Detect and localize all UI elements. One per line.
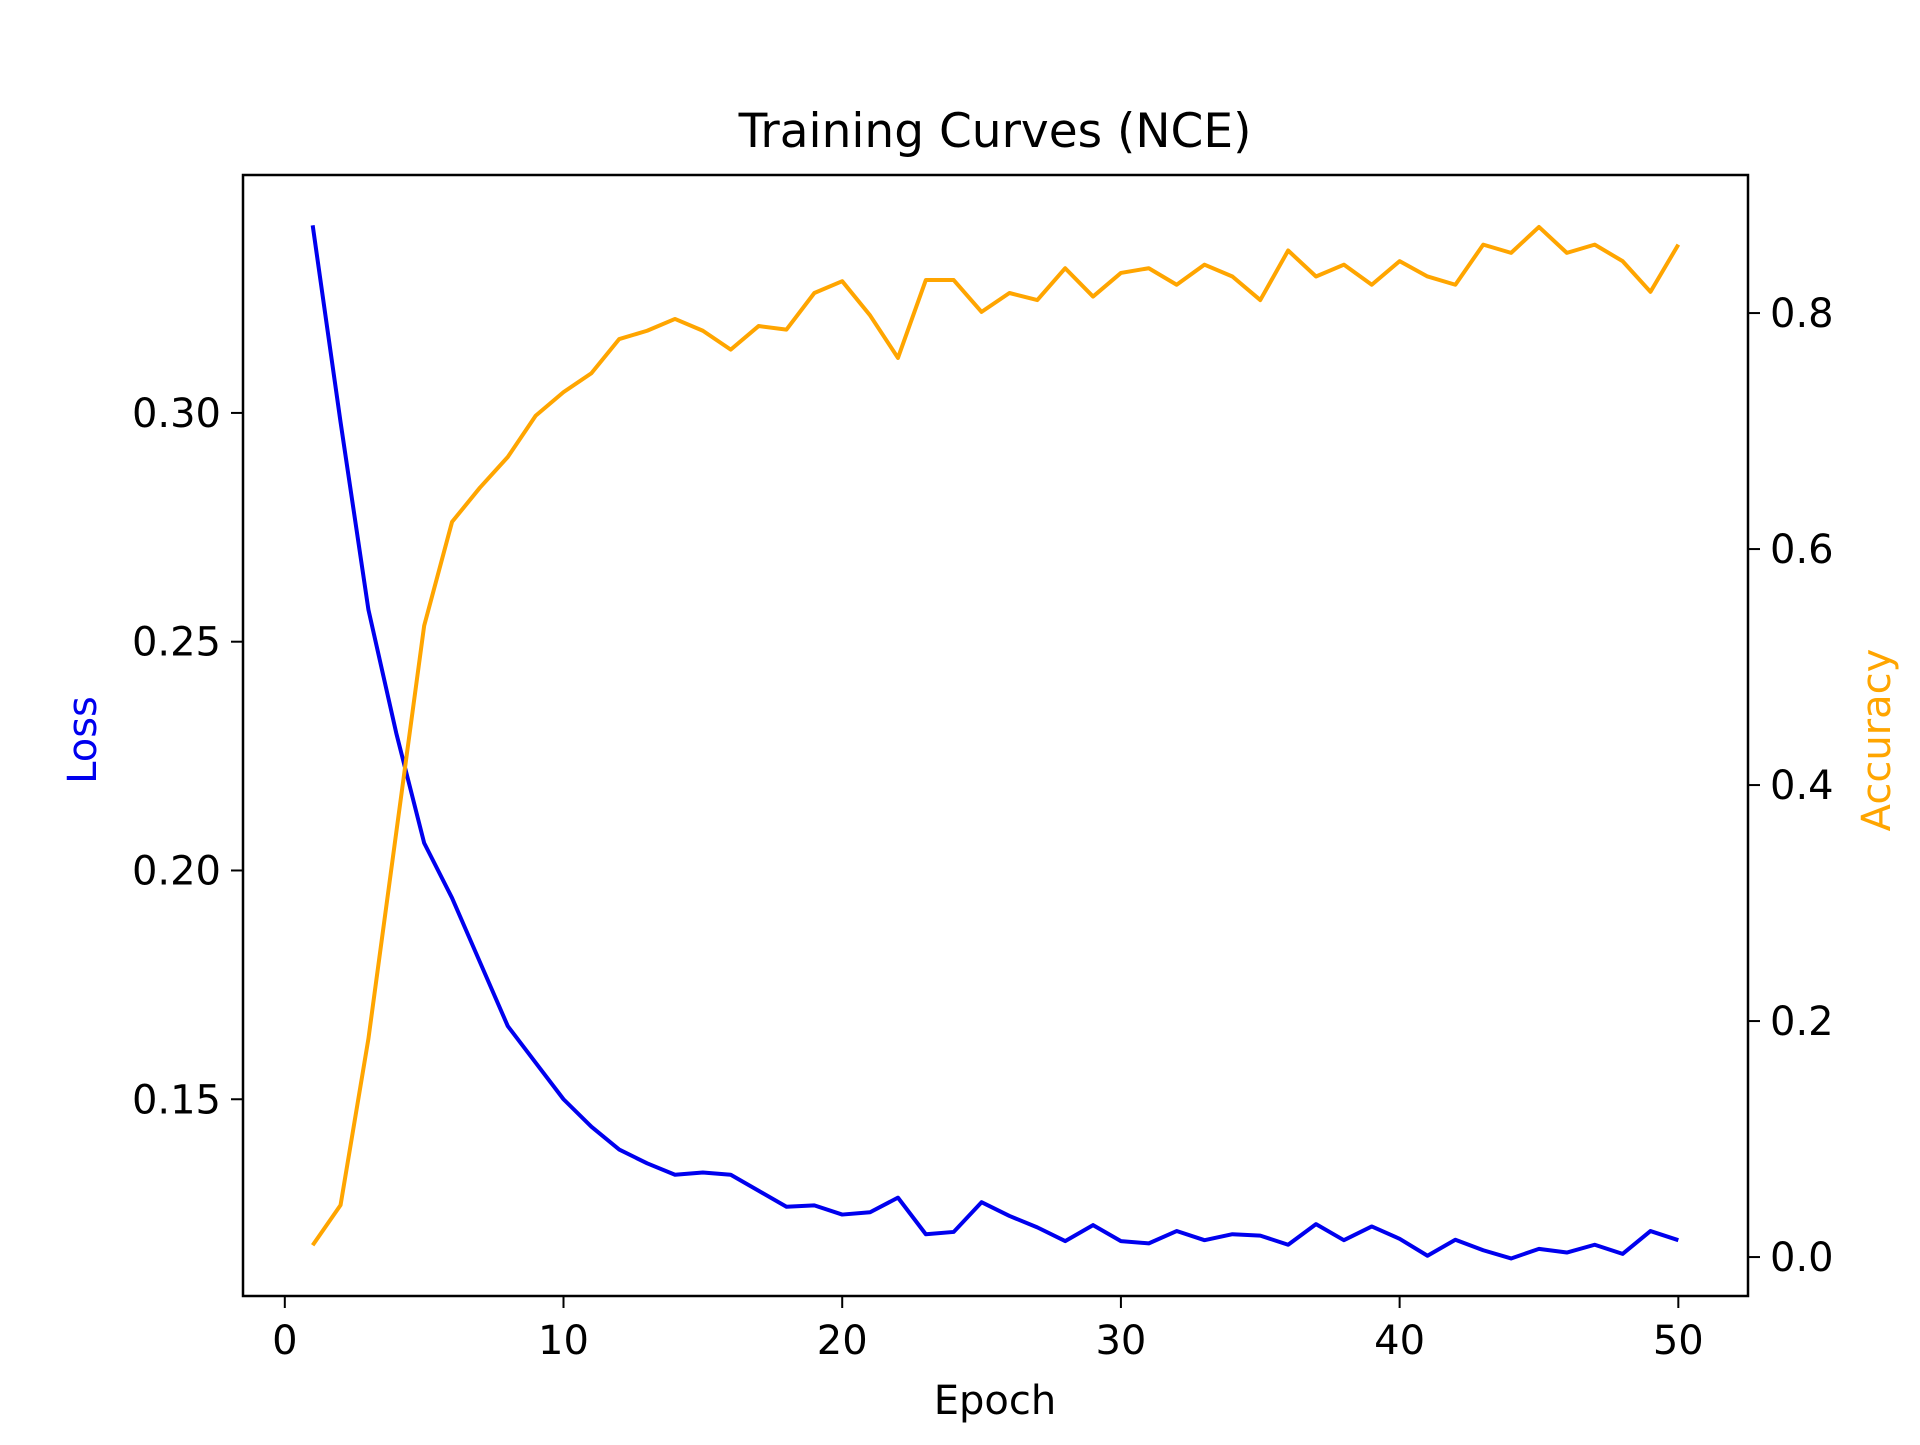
left-y-tick-label: 0.30 <box>132 391 221 437</box>
left-y-axis-label: Loss <box>60 696 106 784</box>
x-tick-label: 30 <box>1095 1318 1146 1364</box>
right-y-tick-label: 0.8 <box>1770 291 1834 337</box>
right-y-axis-ticks: 0.0 0.2 0.4 0.6 0.8 <box>1748 291 1834 1281</box>
x-axis-ticks: 0 10 20 30 40 50 <box>272 1296 1704 1364</box>
left-y-tick-label: 0.15 <box>132 1077 221 1123</box>
x-tick-label: 0 <box>272 1318 297 1364</box>
x-tick-label: 20 <box>817 1318 868 1364</box>
accuracy-series-line <box>311 224 1681 1247</box>
right-y-tick-label: 0.0 <box>1770 1235 1834 1281</box>
right-y-tick-label: 0.4 <box>1770 763 1834 809</box>
chart-title: Training Curves (NCE) <box>738 104 1252 159</box>
series-layer <box>310 224 1681 1261</box>
left-y-tick-label: 0.25 <box>132 620 221 666</box>
x-tick-label: 10 <box>538 1318 589 1364</box>
plot-frame <box>241 173 1750 1298</box>
x-tick-label: 40 <box>1374 1318 1425 1364</box>
x-axis-label: Epoch <box>934 1378 1056 1424</box>
x-tick-label: 50 <box>1653 1318 1704 1364</box>
right-y-axis-label: Accuracy <box>1854 649 1900 832</box>
left-y-axis-ticks: 0.15 0.20 0.25 0.30 <box>132 391 243 1123</box>
left-y-tick-label: 0.20 <box>132 848 221 894</box>
loss-series-line <box>310 225 1679 1261</box>
right-y-tick-label: 0.6 <box>1770 527 1834 573</box>
right-y-tick-label: 0.2 <box>1770 999 1834 1045</box>
